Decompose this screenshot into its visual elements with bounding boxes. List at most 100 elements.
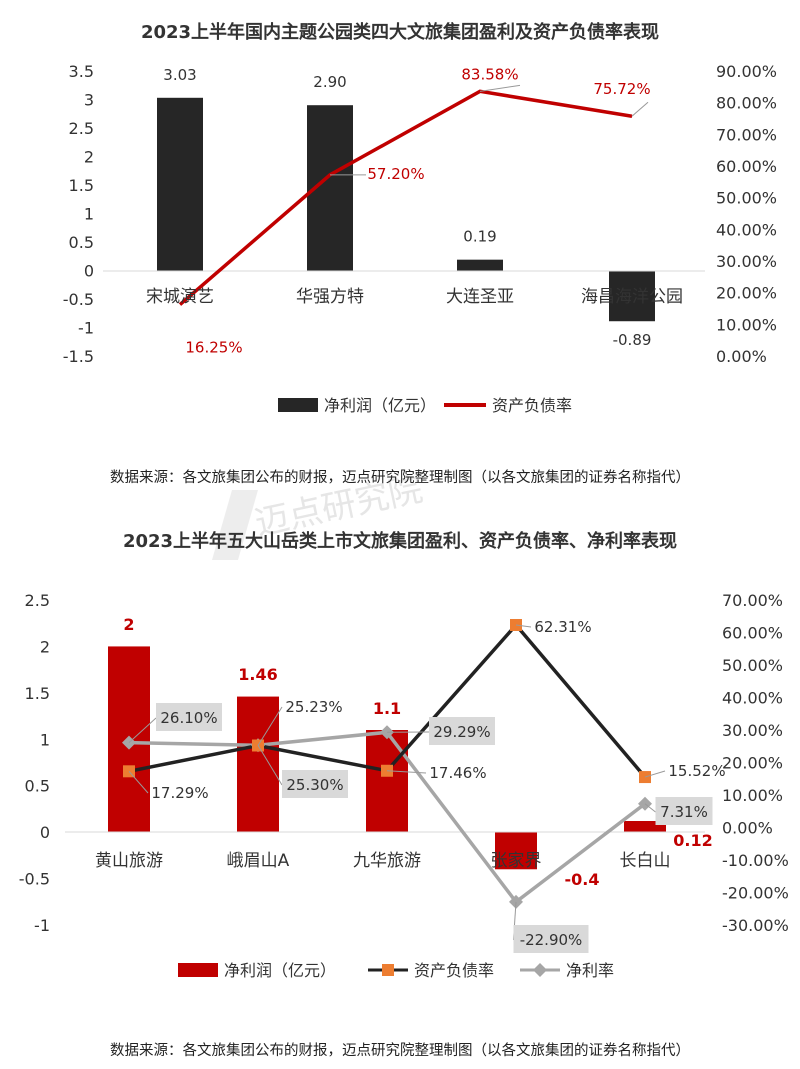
legend-debt-ratio-2: 资产负债率 [414, 961, 494, 980]
chart1-right-tick: 0.00% [716, 347, 767, 366]
legend-net-margin: 净利率 [566, 961, 614, 980]
chart2-net-margin-label: 7.31% [660, 803, 708, 821]
chart2-debt-label: 17.29% [151, 784, 208, 802]
chart1-left-tick: 0 [84, 262, 94, 281]
chart2-right-tick: 60.00% [722, 624, 783, 643]
chart2-right-tick: 20.00% [722, 754, 783, 773]
chart1-bar [609, 270, 655, 322]
chart2-leader [386, 770, 427, 774]
chart1-left-tick: 0.5 [69, 233, 94, 252]
chart1-right-tick: 10.00% [716, 315, 777, 334]
chart1-right-tick: 30.00% [716, 252, 777, 271]
chart2-leader [644, 803, 656, 813]
chart1-bar [457, 259, 503, 271]
chart2-leader [128, 770, 149, 794]
chart2-left-tick: 2.5 [25, 591, 50, 610]
chart1-leader [479, 84, 521, 92]
chart2-debt-label: 15.52% [668, 762, 725, 780]
chart2-net-margin-label: 26.10% [160, 709, 217, 727]
chart1-bar-label: 3.03 [163, 66, 196, 84]
chart1-line-label: 57.20% [367, 165, 424, 183]
chart1-right-tick: 70.00% [716, 125, 777, 144]
chart1-right-tick: 90.00% [716, 62, 777, 81]
chart1-right-axis-ticks: 90.00% 80.00% 70.00% 60.00% 50.00% 40.00% 30.0… [716, 62, 777, 366]
chart2-left-tick: 2 [40, 637, 50, 656]
chart2-right-tick: 10.00% [722, 786, 783, 805]
chart2-right-tick: 50.00% [722, 656, 783, 675]
chart2-right-tick: -30.00% [722, 916, 789, 935]
chart1-legend: 净利润（亿元） 资产负债率 [278, 396, 572, 415]
chart1-left-tick: -1 [78, 319, 94, 338]
chart2-right-axis-ticks: 70.00% 60.00% 50.00% 40.00% 30.00% 20.00% 10.0… [722, 591, 789, 935]
chart2-bar-label: 1.46 [238, 665, 277, 684]
chart2-left-tick: 0.5 [25, 777, 50, 796]
legend-net-profit: 净利润（亿元） [324, 396, 436, 415]
chart2-net-margin-label-bg [429, 717, 495, 745]
chart1-source: 数据来源：各文旅集团公布的财报，迈点研究院整理制图（以各文旅集团的证券名称指代） [110, 469, 690, 486]
chart1-left-tick: 3.5 [69, 62, 94, 81]
chart1-line-label: 83.58% [461, 65, 518, 83]
chart1-bar-label: -0.89 [613, 331, 652, 349]
chart2-legend: 净利润（亿元） 资产负债率 净利率 [178, 961, 614, 980]
chart2-right-tick: 70.00% [722, 591, 783, 610]
chart2-bar [237, 696, 279, 833]
chart1-line-label: 75.72% [593, 80, 650, 98]
chart1-category: 华强方特 [296, 287, 364, 307]
chart1-bar [157, 97, 203, 271]
chart2-bar [366, 730, 408, 833]
chart1-right-tick: 50.00% [716, 189, 777, 208]
chart2-category-labels: 黄山旅游 峨眉山A 九华旅游 张家界 长白山 [95, 851, 671, 871]
chart2-left-tick: -0.5 [19, 870, 50, 889]
chart1-left-tick: 2 [84, 148, 94, 167]
chart1-leader [631, 101, 649, 117]
chart1-category-labels: 宋城演艺 华强方特 大连圣亚 海昌海洋公园 [146, 287, 683, 307]
chart1-right-tick: 60.00% [716, 157, 777, 176]
chart2-source: 数据来源：各文旅集团公布的财报，迈点研究院整理制图（以各文旅集团的证券名称指代） [110, 1042, 690, 1059]
chart2-leader [128, 717, 157, 744]
legend-marker-debt-ratio-2 [382, 964, 394, 976]
chart2-net-margin-label: 25.30% [286, 776, 343, 794]
chart2-net-margin-label-bg [513, 925, 589, 953]
chart1-right-tick: 40.00% [716, 220, 777, 239]
chart2-right-tick: -10.00% [722, 851, 789, 870]
chart1-left-tick: -0.5 [63, 290, 94, 309]
chart1-line-label: 16.25% [185, 339, 242, 357]
chart2-bar [624, 821, 666, 833]
chart2-bar-label: 1.1 [373, 699, 401, 718]
chart2-bar [495, 832, 537, 870]
chart2-left-tick: 1.5 [25, 684, 50, 703]
chart2-net-margin-label-bg [156, 703, 222, 731]
chart2-category: 峨眉山A [227, 851, 290, 871]
chart2-left-tick: -1 [34, 916, 50, 935]
chart2-right-tick: 0.00% [722, 819, 773, 838]
chart2-category: 黄山旅游 [95, 851, 163, 871]
chart1-right-tick: 20.00% [716, 284, 777, 303]
chart1-bar-label: 0.19 [463, 228, 496, 246]
chart2-leader [257, 745, 283, 786]
chart2-bar-label: 2 [123, 615, 134, 634]
chart2-leader [515, 624, 532, 628]
chart2-leader [257, 706, 283, 746]
chart2-net-margin-label-bg [655, 797, 713, 825]
chart2-debt-label: 62.31% [534, 618, 591, 636]
chart1-category: 宋城演艺 [146, 287, 214, 307]
chart2-bar-label: 0.12 [673, 831, 712, 850]
chart2-right-tick: 40.00% [722, 689, 783, 708]
chart1-left-axis-ticks: 3.5 3 2.5 2 1.5 1 0.5 0 -0.5 -1 -1.5 [63, 62, 94, 366]
chart2-title: 2023上半年五大山岳类上市文旅集团盈利、资产负债率、净利率表现 [123, 530, 677, 552]
chart2-leader [644, 770, 666, 778]
chart1-left-tick: 3 [84, 91, 94, 110]
chart2-debt-label: 17.46% [429, 764, 486, 782]
chart2-net-margin-label-bg [282, 770, 348, 798]
chart1-data-labels: 3.03 2.90 0.19 -0.89 16.25% 57.20% 83.58% 75.72… [163, 65, 651, 356]
chart2-left-tick: 1 [40, 730, 50, 749]
legend-debt-ratio: 资产负债率 [492, 396, 572, 415]
chart2-net-margin-label: 29.29% [433, 723, 490, 741]
chart1-category: 海昌海洋公园 [581, 287, 683, 307]
legend-swatch-net-profit-2 [178, 963, 218, 977]
chart1-left-tick: -1.5 [63, 347, 94, 366]
chart2-left-tick: 0 [40, 823, 50, 842]
chart2-category: 九华旅游 [353, 851, 421, 871]
chart2-net-margin-label: -22.90% [520, 931, 583, 949]
chart2-right-tick: 30.00% [722, 721, 783, 740]
